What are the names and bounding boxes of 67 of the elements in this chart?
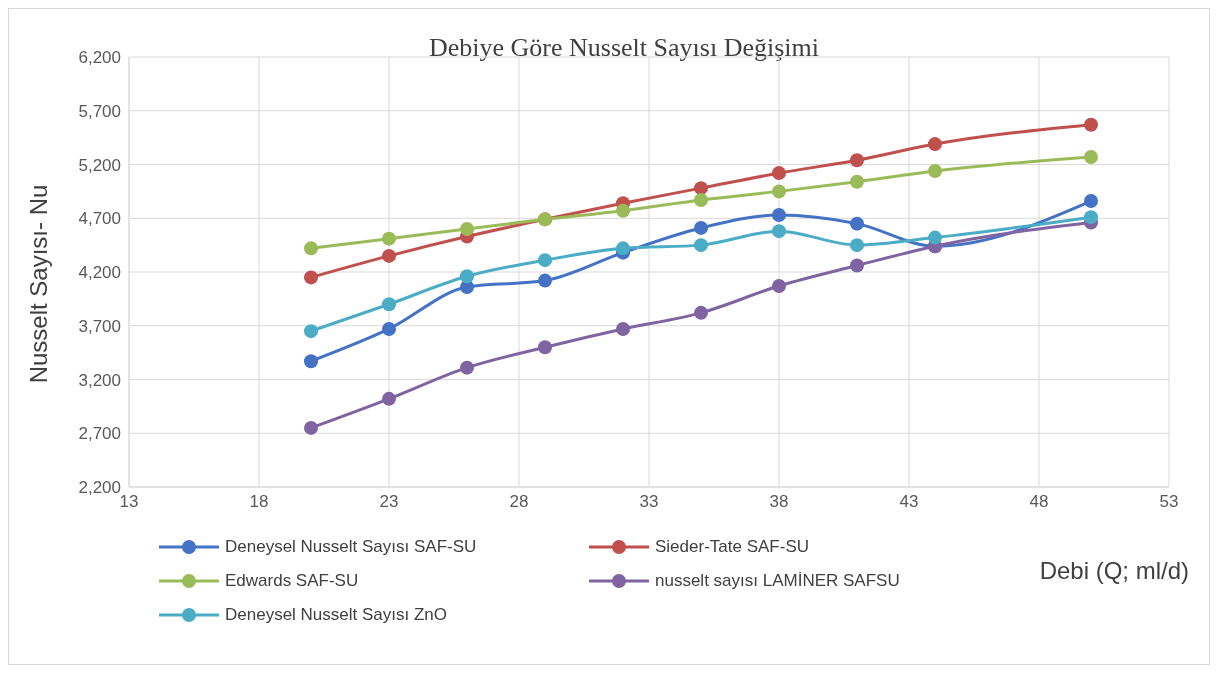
point xyxy=(772,184,786,199)
point xyxy=(1084,117,1098,132)
point xyxy=(616,321,630,336)
point xyxy=(304,270,318,285)
y-tick-label: 2,700 xyxy=(78,424,121,444)
point xyxy=(694,305,708,320)
point xyxy=(772,224,786,239)
point xyxy=(1084,194,1098,209)
point xyxy=(382,248,396,263)
point xyxy=(460,222,474,236)
x-tick-label: 48 xyxy=(1029,492,1049,512)
point xyxy=(694,220,708,235)
point xyxy=(616,203,630,218)
x-tick-label: 18 xyxy=(249,492,269,512)
y-tick-label: 5,700 xyxy=(78,101,121,121)
point xyxy=(1084,149,1098,164)
point xyxy=(538,273,552,288)
legend-label: Deneysel Nusselt Sayısı ZnO xyxy=(225,605,448,625)
legend-label: Edwards SAF-SU xyxy=(225,571,359,591)
point xyxy=(304,241,318,256)
y-tick-label: 4,200 xyxy=(78,263,121,283)
legend-label: Deneysel Nusselt Sayısı SAF-SU xyxy=(225,537,477,557)
y-tick-label: 5,200 xyxy=(78,155,121,175)
point xyxy=(382,391,396,406)
point xyxy=(694,181,708,196)
point xyxy=(850,238,864,253)
point xyxy=(772,278,786,293)
point xyxy=(928,137,942,152)
x-tick-label: 33 xyxy=(639,492,659,512)
x-tick-label: 23 xyxy=(379,492,399,512)
point xyxy=(382,321,396,336)
point xyxy=(928,230,942,245)
point xyxy=(460,269,474,284)
point xyxy=(850,258,864,273)
point xyxy=(694,192,708,207)
point xyxy=(616,241,630,256)
x-tick-label: 28 xyxy=(509,492,529,512)
point xyxy=(538,340,552,355)
point xyxy=(538,253,552,268)
point xyxy=(382,297,396,312)
point xyxy=(460,360,474,375)
point xyxy=(382,231,396,246)
y-tick-label: 3,700 xyxy=(78,316,121,336)
x-tick-label: 53 xyxy=(1159,492,1179,512)
y-tick-label: 6,200 xyxy=(78,48,121,68)
legend-label: nusselt sayısı LAMİNER SAFSU xyxy=(655,571,900,591)
point xyxy=(304,420,318,435)
y-tick-label: 4,700 xyxy=(78,209,121,229)
x-axis-title: Debi (Q; ml/d) xyxy=(1039,557,1189,585)
x-tick-label: 13 xyxy=(119,492,139,512)
point xyxy=(772,166,786,181)
y-tick-label: 3,200 xyxy=(78,370,121,390)
point xyxy=(304,324,318,339)
point xyxy=(304,354,318,369)
y-tick-label: 2,200 xyxy=(78,478,121,498)
point xyxy=(928,163,942,178)
point xyxy=(850,216,864,231)
legend-label: Sieder-Tate SAF-SU xyxy=(655,537,809,557)
point xyxy=(850,174,864,189)
y-axis-title: Nusselt Sayısı- Nu xyxy=(25,184,53,384)
point xyxy=(850,153,864,168)
point xyxy=(1084,210,1098,225)
x-tick-label: 38 xyxy=(769,492,789,512)
point xyxy=(772,208,786,223)
x-tick-label: 43 xyxy=(899,492,919,512)
point xyxy=(694,238,708,253)
chart-title: Debiye Göre Nusselt Sayısı Değişimi xyxy=(429,33,819,62)
